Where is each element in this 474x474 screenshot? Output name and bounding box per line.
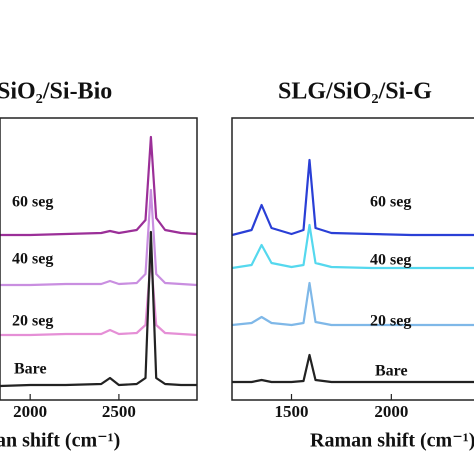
series-label: 60 seg <box>370 194 411 211</box>
panel-frame <box>231 117 474 401</box>
series-label: 40 seg <box>370 252 411 269</box>
spectrum-line <box>232 158 474 237</box>
series-label: 20 seg <box>370 313 411 330</box>
spectrum-line <box>0 188 197 287</box>
series-label: Bare <box>14 361 47 378</box>
series-label: 20 seg <box>12 313 53 330</box>
plot-area <box>232 158 474 384</box>
spectrum-line <box>0 230 197 388</box>
series-label: 60 seg <box>12 194 53 211</box>
spectrum-line <box>232 353 474 384</box>
spectrum-line <box>232 281 474 327</box>
plot-area <box>0 135 197 388</box>
spectrum-line <box>232 223 474 270</box>
panel-title: SiO₂/Si-Bio <box>0 79 112 105</box>
series-label: Bare <box>375 363 408 380</box>
spectrum-line <box>0 256 197 337</box>
x-tick-label: 2000 <box>13 402 47 421</box>
series-label: 40 seg <box>12 251 53 268</box>
x-tick-label: 1500 <box>275 402 309 421</box>
x-axis-label: an shift (cm⁻¹) <box>0 430 120 452</box>
x-tick-label: 2500 <box>102 402 136 421</box>
panel-frame <box>0 117 198 401</box>
spectrum-line <box>0 135 197 237</box>
panel-title: SLG/SiO₂/Si-G <box>278 79 432 105</box>
x-axis-label: Raman shift (cm⁻¹) <box>310 430 474 452</box>
x-tick-label: 2000 <box>374 402 408 421</box>
